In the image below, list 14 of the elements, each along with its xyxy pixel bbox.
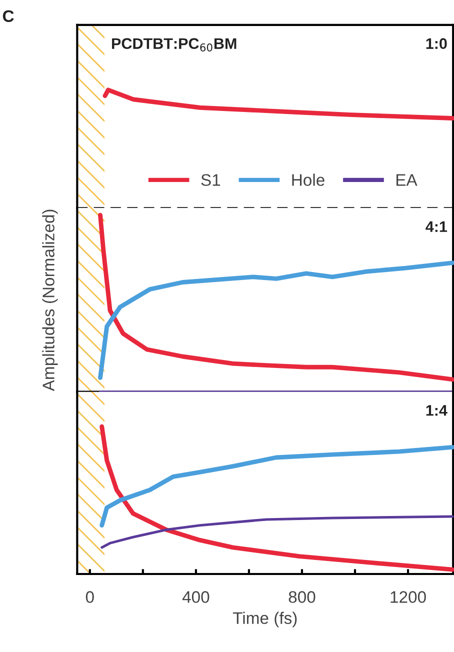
legend-label: S1 bbox=[201, 174, 220, 186]
annotation: 4:1 bbox=[426, 221, 448, 232]
legend-label: EA bbox=[396, 174, 418, 186]
text: 1:0 bbox=[426, 38, 447, 50]
text: C bbox=[2, 10, 14, 22]
x-tick-label: 800 bbox=[288, 591, 316, 603]
x-tick-label: 400 bbox=[182, 591, 210, 603]
chart-title: PCDTBT:PC$_{60}$BM bbox=[112, 38, 236, 52]
x-tick-label: 1200 bbox=[390, 591, 426, 603]
legend-label: Hole bbox=[292, 174, 324, 186]
x-axis-title: Time (fs) bbox=[232, 612, 297, 628]
x-tick-label: 0 bbox=[86, 591, 94, 603]
y-axis-title: Amplitudes (Normalized) bbox=[42, 210, 58, 392]
text: 1:4 bbox=[426, 405, 448, 416]
